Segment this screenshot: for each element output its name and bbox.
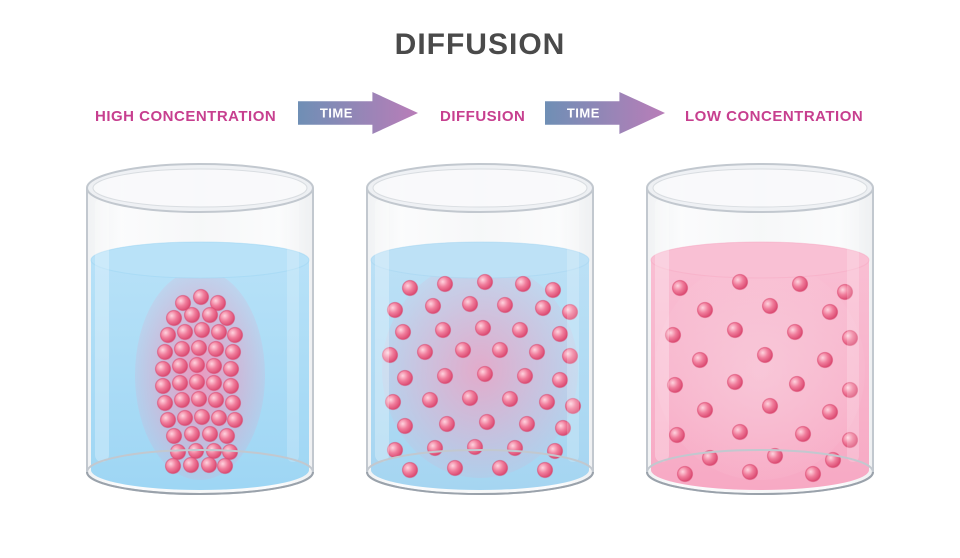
beaker-low-concentration <box>635 160 885 490</box>
labels-row: HIGH CONCENTRATION DIFFUSION LOW CONCENT… <box>0 100 960 140</box>
time-arrow-2: TIME <box>545 92 665 134</box>
label-high-concentration: HIGH CONCENTRATION <box>95 108 276 125</box>
beakers-row <box>0 160 960 540</box>
label-diffusion: DIFFUSION <box>440 108 525 125</box>
time-arrow-2-label: TIME <box>567 106 600 121</box>
time-arrow-1: TIME <box>298 92 418 134</box>
time-arrow-1-label: TIME <box>320 106 353 121</box>
label-low-concentration: LOW CONCENTRATION <box>685 108 863 125</box>
beaker-high-concentration <box>75 160 325 490</box>
beaker-diffusion <box>355 160 605 490</box>
page-title: DIFFUSION <box>0 28 960 62</box>
